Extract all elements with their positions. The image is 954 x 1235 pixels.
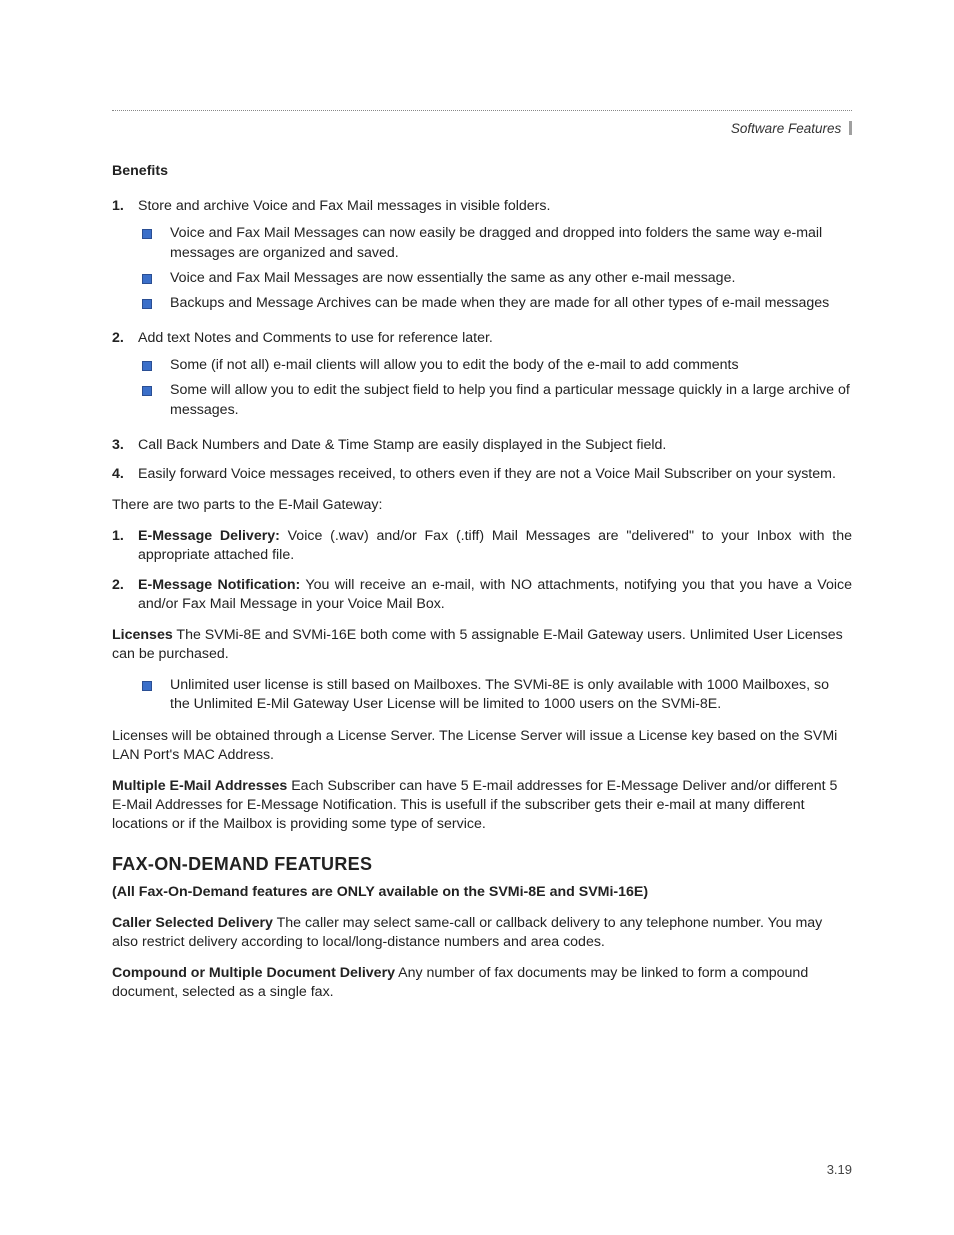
- item-number: 2.: [112, 329, 138, 426]
- square-bullet-icon: [142, 386, 152, 396]
- item-label: E-Message Delivery:: [138, 528, 280, 544]
- item-text: Add text Notes and Comments to use for r…: [138, 330, 493, 346]
- square-bullet-icon: [142, 274, 152, 284]
- item-body: Call Back Numbers and Date & Time Stamp …: [138, 436, 852, 455]
- licenses-text: The SVMi-8E and SVMi-16E both come with …: [112, 627, 843, 662]
- bullet-text: Backups and Message Archives can be made…: [170, 294, 852, 313]
- bullet-text: Voice and Fax Mail Messages can now easi…: [170, 224, 852, 262]
- item-body: Easily forward Voice messages received, …: [138, 465, 852, 484]
- list-item: 1. E-Message Delivery: Voice (.wav) and/…: [112, 527, 852, 565]
- bullet-item: Some (if not all) e-mail clients will al…: [138, 356, 852, 375]
- sub-bullets: Voice and Fax Mail Messages can now easi…: [138, 224, 852, 313]
- multi-email-label: Multiple E-Mail Addresses: [112, 778, 287, 794]
- item-number: 2.: [112, 576, 138, 614]
- bullet-text: Unlimited user license is still based on…: [170, 676, 852, 714]
- item-number: 3.: [112, 436, 138, 455]
- item-body: E-Message Notification: You will receive…: [138, 576, 852, 614]
- header-rule: [112, 110, 852, 111]
- bullet-item: Backups and Message Archives can be made…: [138, 294, 852, 313]
- page-content: Benefits 1. Store and archive Voice and …: [112, 162, 852, 1015]
- item-number: 4.: [112, 465, 138, 484]
- list-item: 1. Store and archive Voice and Fax Mail …: [112, 197, 852, 319]
- caller-selected-para: Caller Selected Delivery The caller may …: [112, 914, 852, 952]
- bullet-text: Some (if not all) e-mail clients will al…: [170, 356, 852, 375]
- square-bullet-icon: [142, 681, 152, 691]
- gateway-list: 1. E-Message Delivery: Voice (.wav) and/…: [112, 527, 852, 614]
- list-item: 4. Easily forward Voice messages receive…: [112, 465, 852, 484]
- square-bullet-icon: [142, 229, 152, 239]
- bullet-text: Voice and Fax Mail Messages are now esse…: [170, 269, 852, 288]
- licenses-bullets: Unlimited user license is still based on…: [138, 676, 852, 714]
- sub-bullets: Some (if not all) e-mail clients will al…: [138, 356, 852, 420]
- bullet-item: Voice and Fax Mail Messages are now esse…: [138, 269, 852, 288]
- fax-section-subheading: (All Fax-On-Demand features are ONLY ava…: [112, 883, 852, 902]
- bullet-text: Some will allow you to edit the subject …: [170, 381, 852, 419]
- item-number: 1.: [112, 527, 138, 565]
- licenses-para: Licenses The SVMi-8E and SVMi-16E both c…: [112, 626, 852, 664]
- benefits-list: 1. Store and archive Voice and Fax Mail …: [112, 197, 852, 484]
- bullet-item: Some will allow you to edit the subject …: [138, 381, 852, 419]
- item-body: Add text Notes and Comments to use for r…: [138, 329, 852, 426]
- item-text: Call Back Numbers and Date & Time Stamp …: [138, 437, 666, 453]
- square-bullet-icon: [142, 361, 152, 371]
- caller-label: Caller Selected Delivery: [112, 915, 273, 931]
- license-server-para: Licenses will be obtained through a Lice…: [112, 727, 852, 765]
- square-bullet-icon: [142, 299, 152, 309]
- running-header-text: Software Features: [731, 121, 841, 136]
- list-item: 3. Call Back Numbers and Date & Time Sta…: [112, 436, 852, 455]
- fax-section-heading: FAX-ON-DEMAND FEATURES: [112, 852, 852, 876]
- item-text: Easily forward Voice messages received, …: [138, 466, 836, 482]
- licenses-label: Licenses: [112, 627, 173, 643]
- item-body: Store and archive Voice and Fax Mail mes…: [138, 197, 852, 319]
- item-text: Store and archive Voice and Fax Mail mes…: [138, 198, 550, 214]
- compound-para: Compound or Multiple Document Delivery A…: [112, 964, 852, 1002]
- multi-email-para: Multiple E-Mail Addresses Each Subscribe…: [112, 777, 852, 835]
- item-body: E-Message Delivery: Voice (.wav) and/or …: [138, 527, 852, 565]
- list-item: 2. E-Message Notification: You will rece…: [112, 576, 852, 614]
- item-number: 1.: [112, 197, 138, 319]
- header-bar-icon: [849, 121, 852, 135]
- compound-label: Compound or Multiple Document Delivery: [112, 965, 395, 981]
- document-page: Software Features Benefits 1. Store and …: [0, 0, 954, 1235]
- benefits-heading: Benefits: [112, 162, 852, 181]
- bullet-item: Unlimited user license is still based on…: [138, 676, 852, 714]
- list-item: 2. Add text Notes and Comments to use fo…: [112, 329, 852, 426]
- item-label: E-Message Notification:: [138, 577, 300, 593]
- running-header: Software Features: [731, 120, 852, 138]
- bullet-item: Voice and Fax Mail Messages can now easi…: [138, 224, 852, 262]
- gateway-intro: There are two parts to the E-Mail Gatewa…: [112, 496, 852, 515]
- page-number: 3.19: [827, 1161, 852, 1179]
